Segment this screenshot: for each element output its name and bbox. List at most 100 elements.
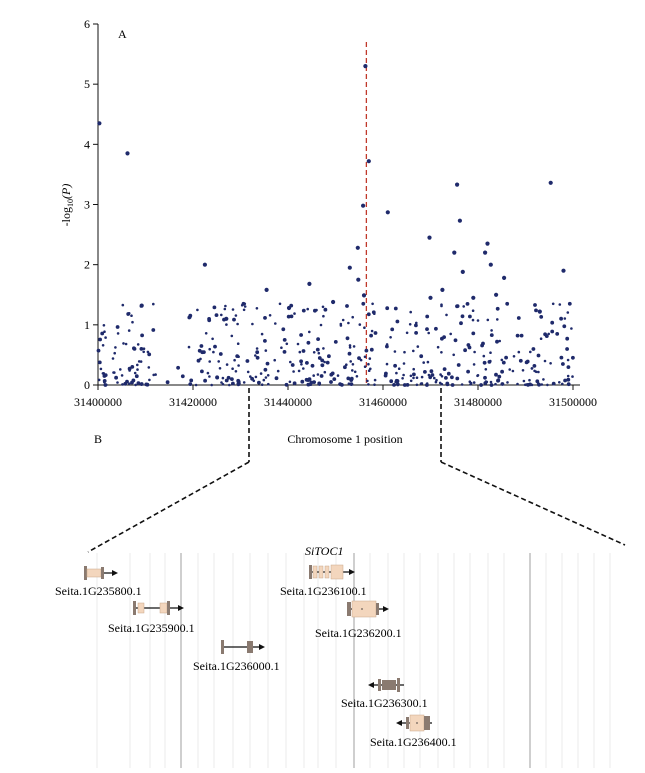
data-point — [312, 374, 316, 377]
data-point — [346, 376, 351, 381]
data-point — [533, 303, 537, 307]
data-point — [433, 376, 436, 380]
data-point — [128, 382, 131, 386]
data-point — [206, 371, 210, 375]
data-point — [420, 375, 424, 379]
data-point — [329, 372, 334, 377]
x-tick-label: 31400000 — [74, 395, 122, 409]
data-point — [427, 235, 432, 240]
data-point — [506, 381, 509, 384]
data-point — [338, 382, 342, 386]
data-point — [208, 375, 211, 378]
data-point — [343, 365, 347, 370]
data-point — [331, 299, 336, 305]
data-point — [264, 376, 268, 379]
data-point — [518, 358, 523, 363]
data-point — [264, 287, 269, 292]
data-point — [320, 358, 325, 363]
data-point — [373, 383, 376, 387]
data-point — [123, 381, 128, 386]
data-point — [402, 362, 406, 365]
data-point — [322, 314, 325, 318]
data-point — [425, 382, 429, 385]
data-point — [243, 305, 247, 308]
data-point — [306, 382, 311, 387]
data-point — [412, 349, 415, 353]
data-point — [425, 314, 430, 319]
data-point — [207, 317, 212, 321]
data-point — [415, 383, 419, 387]
data-point — [257, 380, 261, 385]
data-point — [325, 360, 330, 365]
data-point — [297, 369, 301, 373]
data-point — [348, 346, 352, 349]
data-point — [363, 355, 367, 359]
data-point — [236, 383, 240, 387]
data-point — [148, 378, 151, 382]
panel-b-label: B — [94, 432, 102, 446]
data-point — [235, 354, 240, 358]
data-point — [210, 383, 213, 387]
data-point — [405, 383, 410, 387]
data-point — [450, 383, 455, 387]
data-point — [500, 382, 505, 386]
data-point — [449, 332, 453, 336]
data-point — [468, 380, 472, 384]
data-point — [562, 324, 567, 329]
data-point — [571, 375, 574, 378]
data-point — [97, 378, 101, 382]
data-point — [450, 375, 454, 380]
data-point — [409, 374, 413, 378]
data-point — [534, 308, 538, 313]
data-point — [415, 376, 419, 380]
data-point — [483, 250, 488, 255]
data-point — [389, 336, 392, 339]
data-point — [225, 363, 229, 366]
data-point — [415, 321, 418, 325]
data-point — [188, 382, 193, 386]
data-point — [395, 371, 398, 375]
data-point — [215, 375, 220, 380]
data-point — [264, 349, 268, 352]
data-point — [293, 312, 296, 315]
data-point — [524, 360, 529, 365]
data-point — [300, 363, 303, 366]
data-point — [566, 377, 571, 382]
data-point — [412, 372, 416, 377]
data-point — [500, 358, 504, 362]
data-point — [536, 381, 540, 385]
data-point — [286, 305, 292, 311]
data-point — [140, 383, 143, 386]
data-point — [136, 368, 139, 371]
data-point — [236, 322, 239, 326]
data-point — [332, 377, 337, 381]
gene-label-6: Seita.1G236300.1 — [341, 696, 428, 710]
data-point — [495, 306, 500, 311]
gene-label-7: Seita.1G236400.1 — [370, 735, 457, 749]
data-point — [537, 370, 540, 374]
data-point — [131, 320, 134, 324]
data-point — [308, 330, 311, 334]
data-point — [511, 369, 515, 373]
data-point — [550, 329, 555, 334]
data-point — [543, 359, 547, 363]
data-point — [119, 368, 122, 371]
data-point — [139, 303, 144, 308]
data-point — [561, 268, 566, 273]
zoom-connector-left-diagonal — [87, 461, 250, 553]
y-tick-label: 1 — [84, 318, 90, 332]
data-point — [484, 380, 488, 383]
data-point — [409, 379, 413, 383]
data-point — [316, 337, 320, 341]
data-point — [131, 378, 136, 383]
data-point — [237, 364, 240, 367]
data-point — [522, 379, 526, 383]
data-point — [472, 381, 476, 384]
x-tick-label: 31440000 — [264, 395, 312, 409]
data-point — [536, 353, 541, 358]
data-point — [228, 383, 231, 387]
y-axis-label-main: -log — [59, 207, 73, 226]
data-point — [309, 380, 314, 385]
data-point — [189, 378, 194, 383]
data-point — [472, 363, 476, 366]
